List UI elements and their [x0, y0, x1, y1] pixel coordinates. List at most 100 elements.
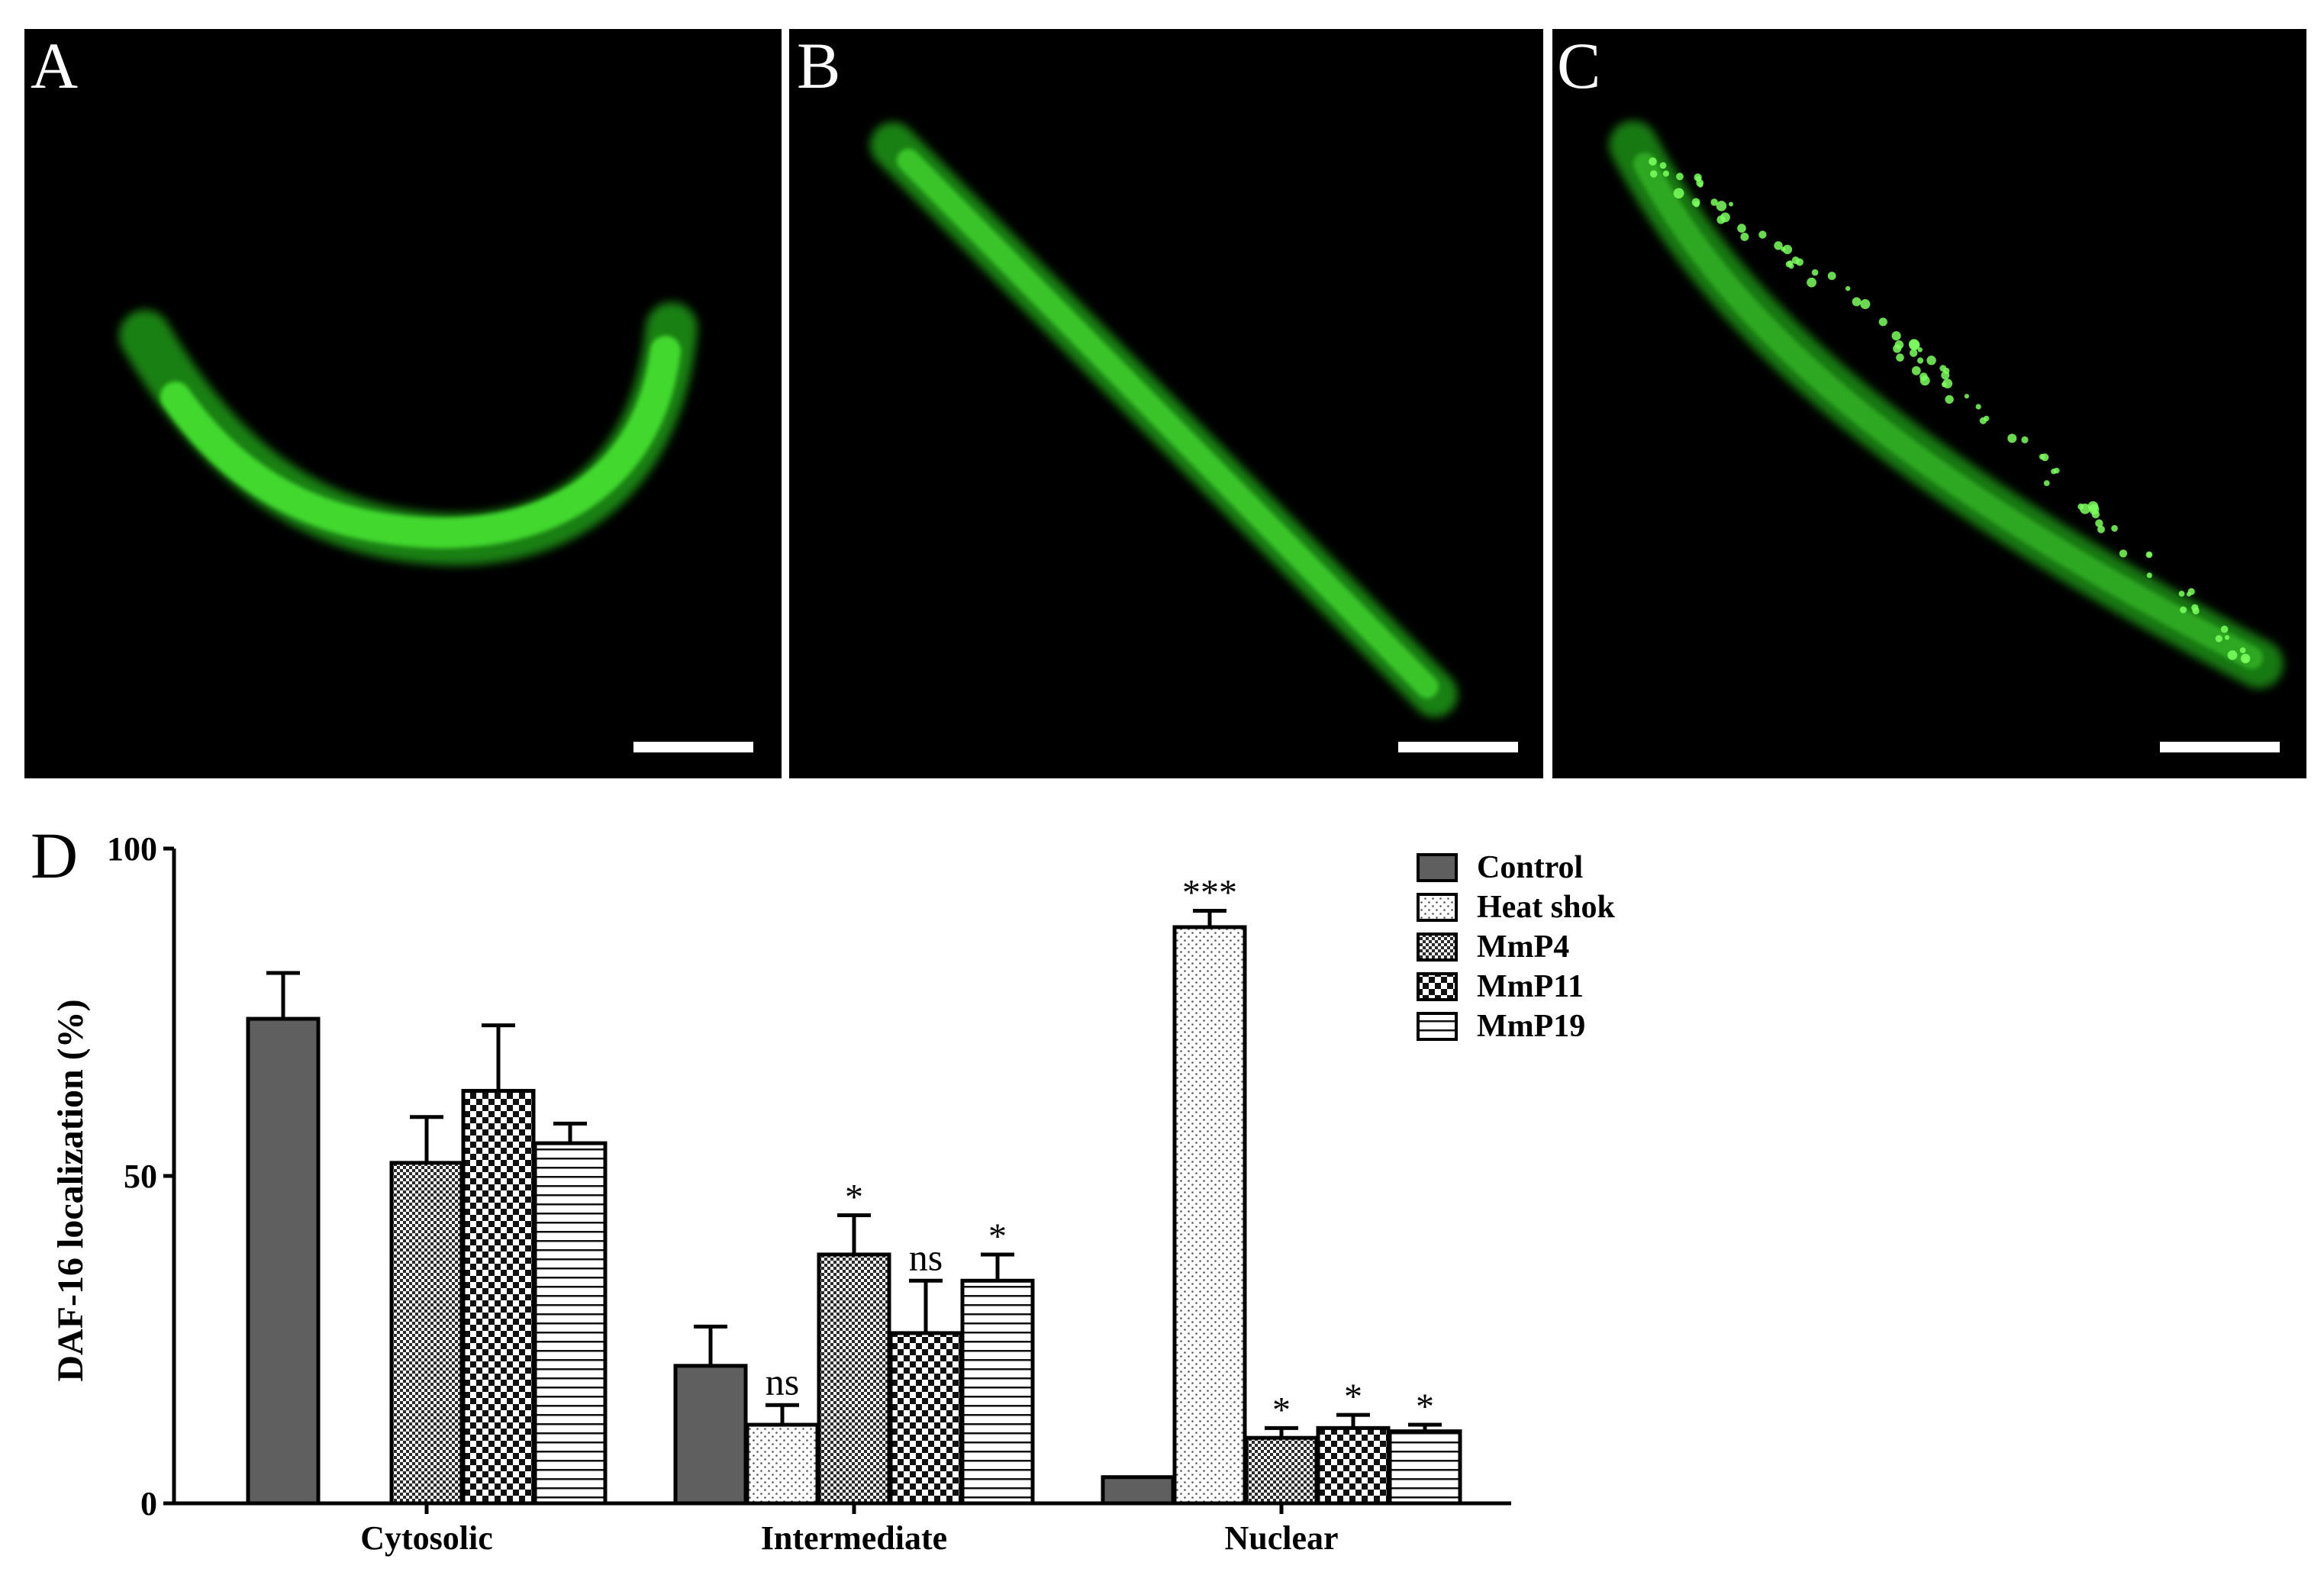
panel-b-letter: B	[797, 29, 840, 102]
scale-bar-a	[633, 742, 753, 752]
y-tick-label: 50	[124, 1158, 157, 1195]
legend-swatch	[1417, 933, 1458, 962]
nuclear-spot	[1781, 246, 1786, 252]
nuclear-spot	[1737, 224, 1746, 233]
nuclear-spot	[1807, 277, 1817, 288]
legend-swatch	[1417, 893, 1458, 922]
panel-b: B	[789, 29, 1543, 778]
nuclear-spot	[1740, 232, 1749, 241]
bar	[817, 1252, 891, 1506]
nuclear-spot	[1785, 261, 1793, 268]
nuclear-spot	[2097, 525, 2105, 533]
x-tick-label: Intermediate	[761, 1519, 947, 1557]
nuclear-spot	[2192, 607, 2200, 615]
nuclear-spot	[2180, 606, 2187, 614]
worm-b	[870, 122, 1458, 717]
bar	[1244, 1435, 1319, 1506]
bar	[1172, 925, 1247, 1506]
nuclear-spot	[1939, 365, 1947, 372]
nuclear-spot	[1910, 349, 1918, 357]
nuclear-spot	[2054, 467, 2060, 474]
worm-c-nuclear-spots	[1649, 157, 2251, 664]
nuclear-spot	[1649, 170, 1658, 178]
significance-label: ns	[766, 1360, 799, 1403]
nuclear-spot	[2119, 549, 2128, 558]
nuclear-spot	[1941, 371, 1950, 380]
nuclear-spot	[1852, 297, 1861, 307]
bar	[533, 1141, 608, 1506]
legend-label: Control	[1477, 850, 1583, 885]
bar	[1316, 1425, 1391, 1506]
panel-d: D DAF-16 localization (%) 0 50 100 Cytosol…	[31, 819, 1616, 1557]
x-axis: Cytosolic Intermediate Nuclear	[174, 1501, 1511, 1557]
nuclear-spot	[1710, 198, 1718, 206]
bars	[246, 909, 1462, 1506]
nuclear-spot	[1860, 299, 1871, 309]
nuclear-spot	[1894, 340, 1904, 350]
nuclear-spot	[1796, 258, 1803, 266]
significance-label: ns	[909, 1235, 943, 1278]
bar	[745, 1422, 820, 1506]
nuclear-spot	[1979, 417, 1987, 424]
nuclear-spot	[1964, 394, 1969, 399]
legend-swatch	[1417, 972, 1458, 1001]
y-axis-title: DAF-16 localization (%)	[50, 999, 91, 1381]
x-tick-label: Cytosolic	[360, 1519, 493, 1557]
nuclear-spot	[2021, 436, 2029, 444]
significance-labels: ns*ns ***** * *	[766, 873, 1434, 1431]
y-tick-label: 0	[140, 1485, 157, 1522]
nuclear-spot	[1659, 162, 1667, 169]
nuclear-spot	[1942, 379, 1953, 388]
bar	[673, 1364, 748, 1506]
nuclear-spot	[1697, 182, 1704, 188]
panel-a: A	[24, 29, 782, 778]
nuclear-spot	[1878, 317, 1887, 327]
nuclear-spot	[1917, 357, 1924, 364]
nuclear-spot	[2178, 591, 2185, 597]
nuclear-spot	[2039, 453, 2045, 460]
legend: Control Heat shok MmP4 MmP11 MmP19	[1417, 850, 1616, 1044]
nuclear-spot	[2043, 480, 2050, 486]
nuclear-spot	[2111, 525, 2118, 532]
significance-label: *	[845, 1177, 863, 1217]
nuclear-spot	[1811, 269, 1819, 276]
nuclear-spot	[1676, 172, 1684, 181]
worm-a	[119, 302, 698, 565]
nuclear-spot	[1662, 170, 1669, 177]
panel-a-letter: A	[31, 29, 78, 102]
significance-label: *	[1416, 1387, 1434, 1427]
bar	[461, 1088, 536, 1506]
nuclear-spot	[2239, 647, 2246, 653]
panel-d-letter: D	[31, 819, 78, 892]
bar	[888, 1331, 963, 1506]
bar	[246, 1016, 321, 1506]
legend-swatch	[1417, 853, 1458, 882]
significance-label: *	[1272, 1390, 1291, 1430]
legend-label: MmP11	[1477, 969, 1584, 1004]
nuclear-spot	[1945, 395, 1954, 404]
nuclear-spot	[1673, 188, 1684, 199]
legend-swatch	[1417, 1012, 1458, 1041]
legend-label: MmP4	[1477, 929, 1569, 965]
nuclear-spot	[2224, 635, 2230, 640]
scale-bar-b	[1398, 742, 1518, 752]
nuclear-spot	[2145, 551, 2153, 559]
nuclear-spot	[1716, 201, 1727, 211]
nuclear-spot	[1896, 353, 1904, 362]
nuclear-spot	[2095, 519, 2103, 527]
nuclear-spot	[1693, 201, 1700, 208]
nuclear-spot	[2091, 510, 2100, 519]
significance-label: *	[1344, 1377, 1362, 1417]
scale-bar-c	[2160, 742, 2280, 752]
nuclear-spot	[2187, 588, 2195, 595]
nuclear-spot	[2227, 650, 2238, 660]
nuclear-spot	[1975, 404, 1981, 410]
nuclear-spot	[1774, 241, 1783, 250]
nuclear-spot	[1827, 272, 1836, 280]
nuclear-spot	[2242, 656, 2249, 662]
nuclear-spot	[2146, 572, 2152, 578]
legend-label: Heat shok	[1477, 890, 1616, 925]
nuclear-spot	[2007, 433, 2017, 443]
nuclear-spot	[1782, 244, 1793, 255]
nuclear-spot	[1720, 212, 1730, 223]
